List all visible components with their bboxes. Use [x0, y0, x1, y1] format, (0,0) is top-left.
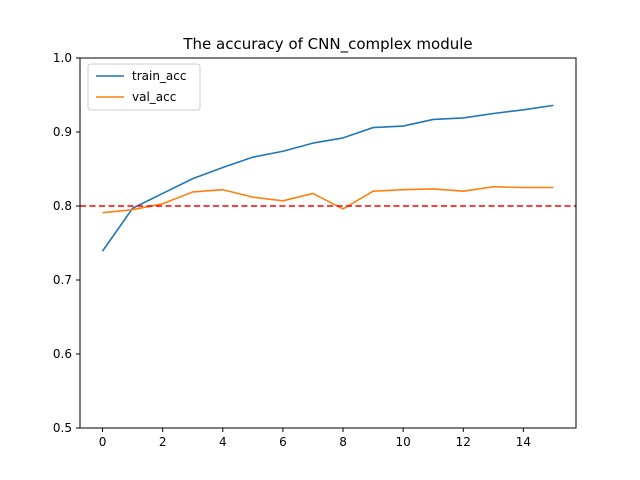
series-line-val_acc — [102, 185, 554, 214]
y-tick-label: 0.6 — [53, 347, 72, 361]
x-tick-label: 0 — [99, 435, 107, 449]
chart-title: The accuracy of CNN_complex module — [182, 35, 472, 54]
legend-label-train_acc: train_acc — [132, 69, 186, 83]
plot-area: 0 2 4 6 8 10 12 14 0.5 0.6 0.7 0.8 0.9 1.0 — [53, 51, 576, 449]
x-tick-label: 14 — [516, 435, 531, 449]
axes-frame — [79, 57, 577, 429]
y-tick-label: 0.5 — [53, 421, 72, 435]
legend: train_acc val_acc — [87, 63, 201, 111]
series-line-train_acc — [101, 104, 554, 252]
x-tick-label: 2 — [159, 435, 167, 449]
y-tick-label: 0.8 — [53, 199, 72, 213]
y-tick-label: 0.7 — [53, 273, 72, 287]
x-tick-label: 8 — [339, 435, 347, 449]
x-tick-label: 4 — [219, 435, 227, 449]
legend-label-val_acc: val_acc — [132, 90, 176, 104]
y-tick-label: 1.0 — [53, 51, 72, 65]
x-tick-label: 6 — [279, 435, 287, 449]
x-tick-label: 10 — [396, 435, 411, 449]
x-tick-label: 12 — [456, 435, 471, 449]
y-tick-label: 0.9 — [53, 125, 72, 139]
